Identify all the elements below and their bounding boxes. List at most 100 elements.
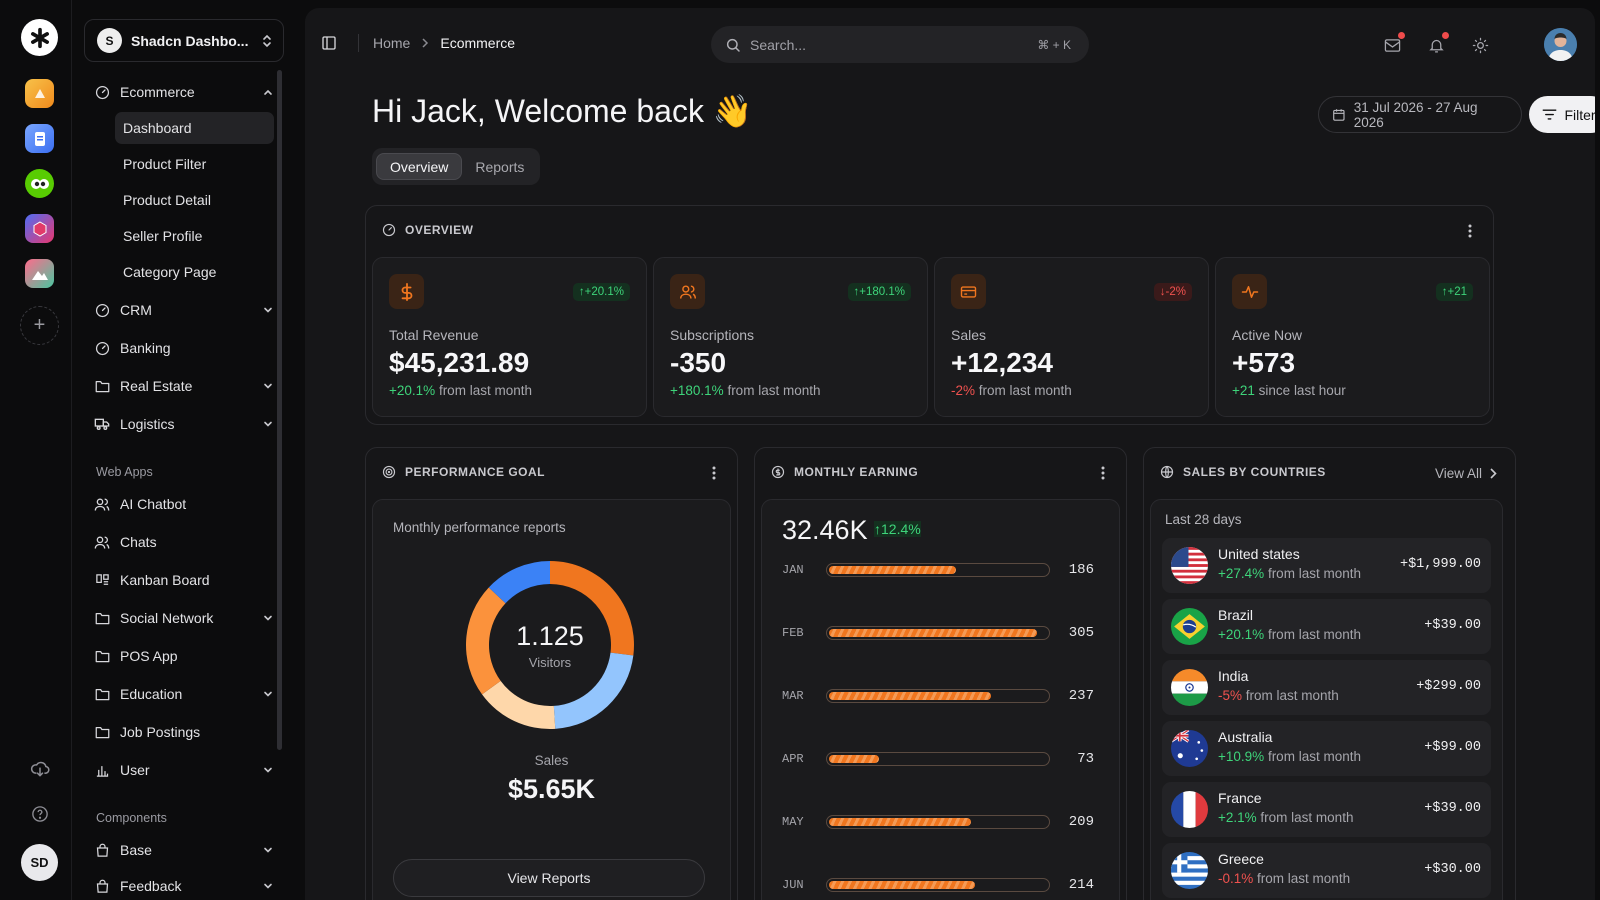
search-input[interactable]: Search... ⌘ + K [711, 26, 1089, 63]
workspace-switcher[interactable]: S Shadcn Dashbo... [84, 19, 284, 62]
sidebar-item-job-postings[interactable]: Job Postings [94, 717, 274, 747]
bar-value: 73 [1077, 751, 1094, 767]
sidebar-item-ecommerce[interactable]: Ecommerce [94, 77, 274, 107]
app-shortcut-orange-icon[interactable] [25, 79, 54, 108]
date-range-picker[interactable]: 31 Jul 2026 - 27 Aug 2026 [1318, 96, 1522, 133]
bar-track [826, 752, 1050, 766]
app-rail: + SD [0, 0, 72, 900]
tab-reports[interactable]: Reports [475, 158, 525, 175]
stat-card-active-now[interactable]: ↑ +21 Active Now +573 +21 since last hour [1215, 257, 1490, 417]
user-avatar[interactable]: SD [21, 844, 58, 881]
tab-overview[interactable]: Overview [376, 153, 463, 180]
top-bar: Home Ecommerce Search... ⌘ + K [305, 8, 1595, 78]
card-header: SALES BY COUNTRIES [1160, 465, 1326, 479]
bar-fill [829, 755, 879, 763]
folder-icon [94, 610, 110, 626]
country-row[interactable]: Australia +10.9% from last month +$99.00 [1162, 721, 1491, 776]
stat-delta-badge: ↑ +21 [1435, 283, 1473, 301]
sidebar-item-base[interactable]: Base [94, 835, 274, 865]
brand-logo-icon[interactable] [21, 19, 58, 56]
sidebar-scrollbar[interactable] [277, 70, 282, 750]
gauge-icon [94, 84, 110, 100]
donut-segment [466, 587, 506, 695]
sidebar-item-label: Education [120, 686, 183, 702]
country-row[interactable]: United states +27.4% from last month +$1,9… [1162, 538, 1491, 593]
sidebar-item-label: Feedback [120, 878, 182, 894]
credit-card-icon [951, 274, 986, 309]
activity-icon [1232, 274, 1267, 309]
search-icon [726, 38, 740, 52]
card-header: PERFORMANCE GOAL [382, 465, 545, 479]
stat-value: +573 [1232, 347, 1296, 378]
sidebar-item-label: Base [120, 842, 152, 858]
sidebar-subitem-dashboard[interactable]: Dashboard [115, 112, 274, 144]
notification-dot [1398, 32, 1405, 39]
shopping-bag-icon [94, 878, 110, 894]
country-amount: +$39.00 [1424, 801, 1481, 816]
help-icon[interactable] [29, 803, 51, 825]
profile-avatar[interactable] [1544, 28, 1577, 61]
sidebar-subitem-category-page[interactable]: Category Page [123, 264, 217, 280]
gauge-icon [94, 340, 110, 356]
country-row[interactable]: France +2.1% from last month +$39.00 [1162, 782, 1491, 837]
country-name: France [1218, 790, 1262, 806]
sun-icon[interactable] [1469, 34, 1491, 56]
sidebar-item-feedback[interactable]: Feedback [94, 871, 274, 900]
app-shortcut-owl-icon[interactable] [25, 169, 54, 198]
sidebar-subitem-product-filter[interactable]: Product Filter [123, 156, 207, 172]
app-shortcut-blue-icon[interactable] [25, 124, 54, 153]
performance-panel: Monthly performance reports 1.125 Visito… [372, 499, 731, 900]
bar-value: 214 [1068, 877, 1094, 893]
donut-value: 1.125 [516, 620, 584, 651]
sidebar-item-logistics[interactable]: Logistics [94, 409, 274, 439]
stat-card-total-revenue[interactable]: ↑ +20.1% Total Revenue $45,231.89 +20.1% … [372, 257, 647, 417]
bar-row: FEB 305 [782, 624, 1094, 642]
more-vertical-icon[interactable] [1463, 223, 1477, 239]
sidebar-item-user[interactable]: User [94, 755, 274, 785]
sidebar-item-chats[interactable]: Chats [94, 527, 274, 557]
sidebar-subitem-product-detail[interactable]: Product Detail [123, 192, 211, 208]
users-icon [94, 496, 110, 512]
filter-button[interactable]: Filter [1529, 96, 1595, 133]
view-reports-button[interactable]: View Reports [393, 859, 705, 897]
cloud-download-icon[interactable] [29, 758, 51, 780]
gauge-icon [94, 302, 110, 318]
donut-segment [482, 680, 556, 729]
sidebar-item-social-network[interactable]: Social Network [94, 603, 274, 633]
sidebar-toggle-icon[interactable] [321, 35, 337, 51]
card-title: SALES BY COUNTRIES [1183, 465, 1326, 479]
breadcrumb-home[interactable]: Home [373, 35, 411, 51]
country-name: Australia [1218, 729, 1273, 745]
app-shortcut-cube-icon[interactable] [25, 214, 54, 243]
stat-card-subscriptions[interactable]: ↑ +180.1% Subscriptions -350 +180.1% from… [653, 257, 928, 417]
bell-icon[interactable] [1425, 32, 1449, 56]
sidebar-item-banking[interactable]: Banking [94, 333, 274, 363]
stat-card-sales[interactable]: ↓ -2% Sales +12,234 -2% from last month [934, 257, 1209, 417]
notification-dot [1442, 32, 1449, 39]
stat-label: Total Revenue [389, 327, 479, 343]
more-vertical-icon[interactable] [707, 465, 721, 481]
view-all-link[interactable]: View All [1435, 466, 1497, 481]
more-vertical-icon[interactable] [1096, 465, 1110, 481]
bar-fill [829, 818, 972, 826]
country-row[interactable]: India -5% from last month +$299.00 [1162, 660, 1491, 715]
country-row[interactable]: Brazil +20.1% from last month +$39.00 [1162, 599, 1491, 654]
overview-card: OVERVIEW ↑ +20.1% Total Revenue $45,231.8… [365, 205, 1494, 425]
stat-value: $45,231.89 [389, 347, 530, 378]
section-label-components: Components [96, 811, 167, 825]
sidebar-item-real-estate[interactable]: Real Estate [94, 371, 274, 401]
bar-track [826, 689, 1050, 703]
add-app-button[interactable]: + [20, 306, 59, 345]
mail-icon[interactable] [1381, 32, 1405, 56]
country-row[interactable]: Greece -0.1% from last month +$30.00 [1162, 843, 1491, 898]
stat-value: -350 [670, 347, 727, 378]
app-shortcut-mountain-icon[interactable] [25, 259, 54, 288]
india-flag-icon [1171, 669, 1208, 706]
sidebar-item-pos-app[interactable]: POS App [94, 641, 274, 671]
sidebar-subitem-seller-profile[interactable]: Seller Profile [123, 228, 203, 244]
folder-icon [94, 686, 110, 702]
sidebar-item-ai-chatbot[interactable]: AI Chatbot [94, 489, 274, 519]
sidebar-item-crm[interactable]: CRM [94, 295, 274, 325]
sidebar-item-education[interactable]: Education [94, 679, 274, 709]
sidebar-item-kanban-board[interactable]: Kanban Board [94, 565, 274, 595]
